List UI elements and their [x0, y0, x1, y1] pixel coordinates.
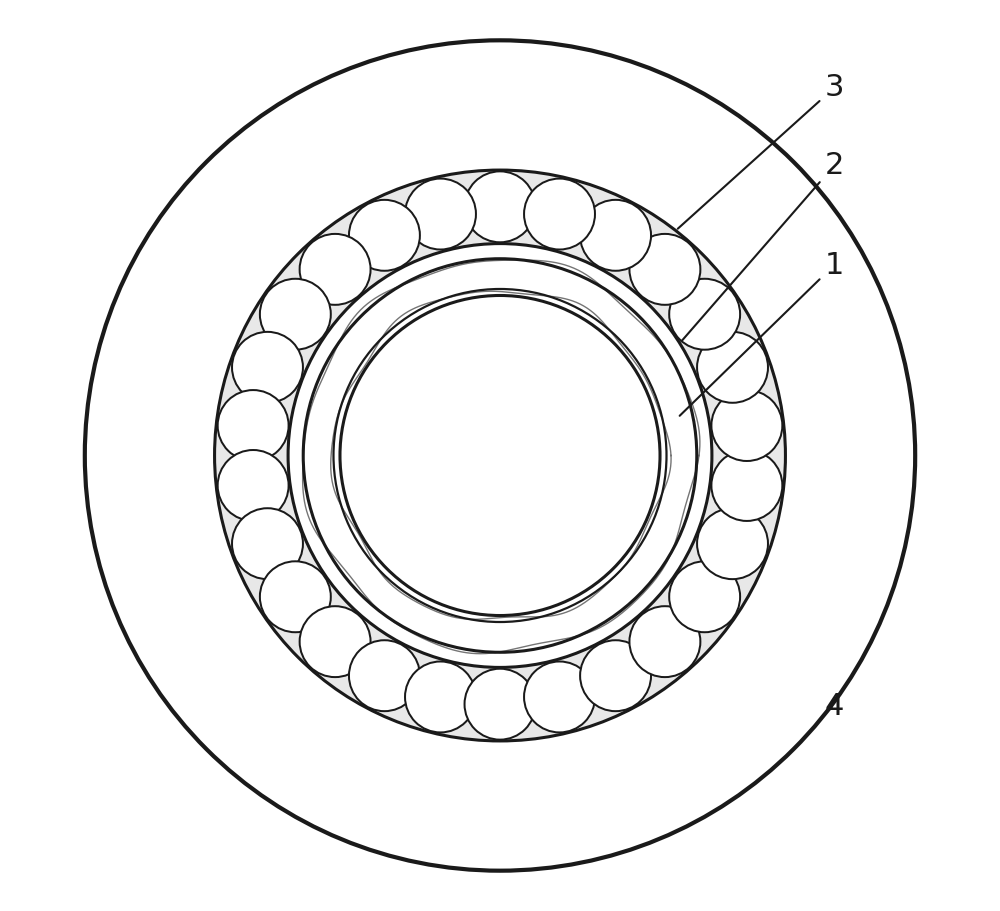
Circle shape — [697, 332, 768, 403]
Circle shape — [711, 450, 782, 521]
Circle shape — [288, 243, 712, 668]
Circle shape — [300, 606, 371, 677]
Circle shape — [349, 640, 420, 711]
Circle shape — [580, 640, 651, 711]
Circle shape — [349, 200, 420, 271]
Circle shape — [405, 661, 476, 732]
Circle shape — [711, 390, 782, 461]
Circle shape — [465, 669, 535, 740]
Circle shape — [260, 561, 331, 632]
Circle shape — [697, 508, 768, 579]
Circle shape — [629, 606, 700, 677]
Text: 2: 2 — [682, 151, 844, 341]
Circle shape — [669, 561, 740, 632]
Circle shape — [300, 234, 371, 305]
Circle shape — [303, 259, 697, 652]
Circle shape — [629, 234, 700, 305]
Circle shape — [260, 279, 331, 350]
Circle shape — [465, 171, 535, 242]
Text: 1: 1 — [680, 251, 844, 415]
Text: 4: 4 — [824, 691, 844, 721]
Circle shape — [85, 40, 915, 871]
Circle shape — [232, 332, 303, 403]
Text: 3: 3 — [678, 74, 844, 229]
Circle shape — [669, 279, 740, 350]
Circle shape — [340, 295, 660, 616]
Circle shape — [232, 508, 303, 579]
Circle shape — [218, 390, 289, 461]
Circle shape — [218, 450, 289, 521]
Circle shape — [405, 179, 476, 250]
Circle shape — [524, 179, 595, 250]
Circle shape — [524, 661, 595, 732]
Circle shape — [215, 170, 785, 741]
Circle shape — [580, 200, 651, 271]
